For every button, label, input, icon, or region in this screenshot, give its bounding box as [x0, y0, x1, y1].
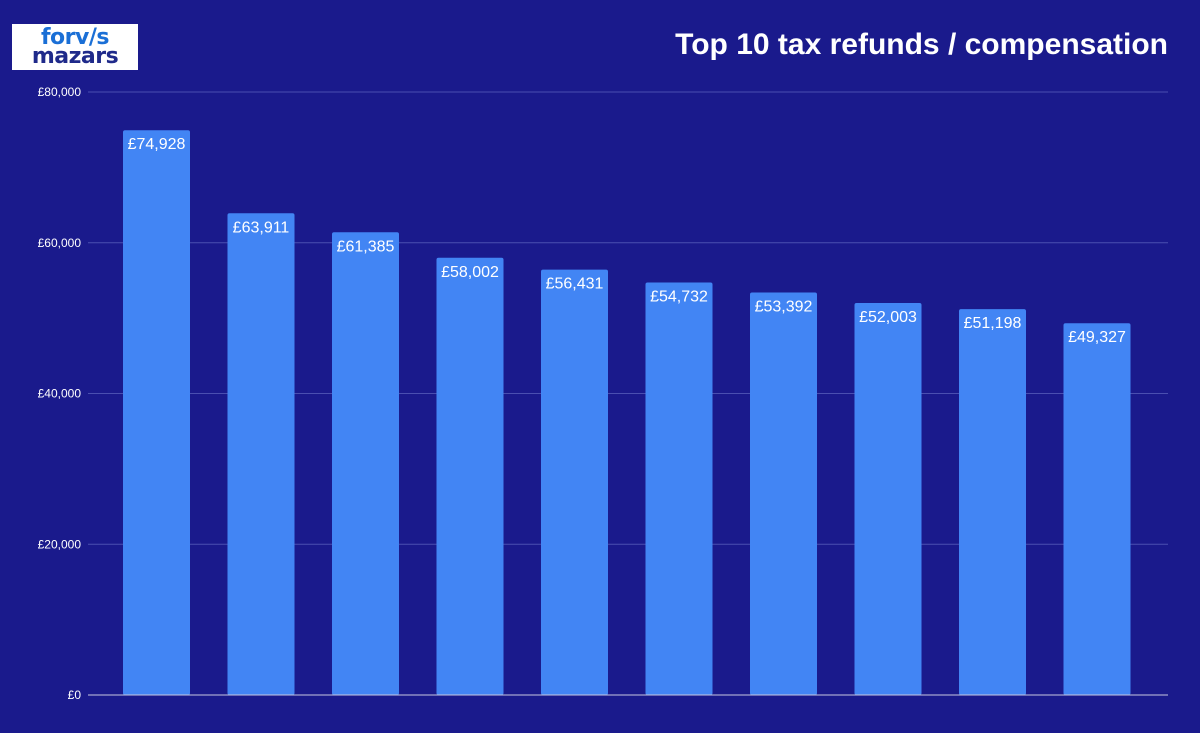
bar — [750, 292, 817, 695]
bar — [959, 309, 1026, 695]
bar-data-label: £61,385 — [337, 238, 395, 255]
bar-data-label: £58,002 — [441, 264, 499, 281]
bars — [123, 130, 1131, 696]
y-tick-label: £20,000 — [38, 537, 82, 551]
bar — [332, 232, 399, 696]
y-tick-label: £80,000 — [38, 85, 82, 99]
chart-title: Top 10 tax refunds / compensation — [675, 28, 1168, 61]
bar-data-labels: £74,928 £63,911 £61,385 £58,002 £56,431 £54,7… — [128, 136, 1126, 346]
y-axis-tick-labels: £0 £20,000 £40,000 £60,000 £80,000 — [38, 85, 82, 702]
forvis-mazars-logo: forv/s mazars — [12, 24, 138, 70]
bar-data-label: £54,732 — [650, 288, 708, 305]
bar-data-label: £49,327 — [1068, 329, 1126, 346]
bar — [645, 282, 713, 695]
y-tick-label: £40,000 — [38, 387, 82, 401]
bar — [436, 257, 504, 695]
bar-data-label: £52,003 — [859, 309, 917, 326]
bar-data-label: £63,911 — [233, 219, 290, 236]
bar — [227, 213, 295, 695]
bar — [854, 303, 922, 695]
bar — [541, 269, 608, 695]
bar — [123, 130, 190, 695]
bar — [1063, 323, 1131, 695]
y-tick-label: £60,000 — [38, 236, 82, 250]
logo-text-forvis: forv/s — [40, 25, 110, 50]
bar-data-label: £51,198 — [964, 315, 1022, 332]
logo-text-mazars: mazars — [31, 44, 119, 69]
bar-data-label: £53,392 — [755, 299, 813, 316]
y-tick-label: £0 — [68, 688, 82, 702]
bar-data-label: £74,928 — [128, 136, 186, 153]
bar-data-label: £56,431 — [546, 276, 604, 293]
